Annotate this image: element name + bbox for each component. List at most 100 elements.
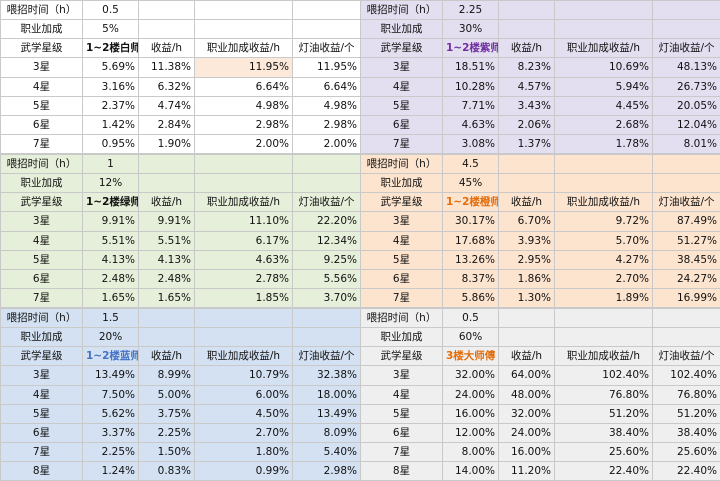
rate-cell[interactable]: 5.51% (83, 231, 139, 250)
income-cell[interactable]: 1.50% (139, 442, 195, 461)
oil-income-cell[interactable]: 4.98% (293, 96, 361, 115)
bonus-value[interactable]: 20% (83, 328, 139, 347)
star-level[interactable]: 3星 (1, 366, 83, 385)
bonus-income-cell[interactable]: 2.00% (195, 134, 293, 153)
empty-cell[interactable] (293, 328, 361, 347)
bonus-income-cell[interactable]: 11.95% (195, 58, 293, 77)
income-cell[interactable]: 6.70% (499, 212, 555, 231)
empty-cell[interactable] (195, 328, 293, 347)
bonus-value[interactable]: 5% (83, 20, 139, 39)
bonus-income-cell[interactable]: 1.85% (195, 288, 293, 307)
bonus-label[interactable]: 职业加成 (361, 174, 443, 193)
income-cell[interactable]: 11.20% (499, 462, 555, 481)
star-level[interactable]: 8星 (361, 462, 443, 481)
oil-income-cell[interactable]: 26.73% (653, 77, 720, 96)
star-level[interactable]: 7星 (361, 442, 443, 461)
income-cell[interactable]: 24.00% (499, 423, 555, 442)
rate-cell[interactable]: 12.00% (443, 423, 499, 442)
income-header[interactable]: 收益/h (499, 39, 555, 58)
bonus-income-cell[interactable]: 10.69% (555, 58, 653, 77)
empty-cell[interactable] (139, 1, 195, 20)
star-level[interactable]: 6星 (1, 269, 83, 288)
income-header[interactable]: 收益/h (139, 39, 195, 58)
rate-cell[interactable]: 10.28% (443, 77, 499, 96)
time-value[interactable]: 0.5 (83, 1, 139, 20)
bonus-value[interactable]: 30% (443, 20, 499, 39)
level-header[interactable]: 武学星级 (1, 39, 83, 58)
empty-cell[interactable] (653, 20, 720, 39)
rate-cell[interactable]: 24.00% (443, 385, 499, 404)
oil-income-cell[interactable]: 2.00% (293, 134, 361, 153)
star-level[interactable]: 6星 (1, 423, 83, 442)
bonus-income-cell[interactable]: 2.78% (195, 269, 293, 288)
income-cell[interactable]: 8.99% (139, 366, 195, 385)
bonus-income-cell[interactable]: 11.10% (195, 212, 293, 231)
rate-cell[interactable]: 13.26% (443, 250, 499, 269)
star-level[interactable]: 3星 (1, 58, 83, 77)
empty-cell[interactable] (139, 174, 195, 193)
income-cell[interactable]: 8.23% (499, 58, 555, 77)
oil-income-cell[interactable]: 18.00% (293, 385, 361, 404)
star-level[interactable]: 8星 (1, 462, 83, 481)
rate-cell[interactable]: 4.63% (443, 115, 499, 134)
oil-income-cell[interactable]: 48.13% (653, 58, 720, 77)
bonus-income-cell[interactable]: 1.89% (555, 288, 653, 307)
rate-cell[interactable]: 9.91% (83, 212, 139, 231)
bonus-value[interactable]: 12% (83, 174, 139, 193)
empty-cell[interactable] (293, 309, 361, 328)
empty-cell[interactable] (195, 174, 293, 193)
rate-cell[interactable]: 3.16% (83, 77, 139, 96)
income-cell[interactable]: 0.83% (139, 462, 195, 481)
oil-income-cell[interactable]: 13.49% (293, 404, 361, 423)
bonus-label[interactable]: 职业加成 (361, 20, 443, 39)
oil-income-header[interactable]: 灯油收益/个 (293, 347, 361, 366)
bonus-income-cell[interactable]: 5.70% (555, 231, 653, 250)
rate-cell[interactable]: 5.62% (83, 404, 139, 423)
income-cell[interactable]: 2.48% (139, 269, 195, 288)
empty-cell[interactable] (195, 1, 293, 20)
level-header[interactable]: 武学星级 (361, 347, 443, 366)
bonus-income-cell[interactable]: 6.17% (195, 231, 293, 250)
empty-cell[interactable] (293, 155, 361, 174)
oil-income-cell[interactable]: 3.70% (293, 288, 361, 307)
bonus-income-cell[interactable]: 76.80% (555, 385, 653, 404)
rate-cell[interactable]: 2.25% (83, 442, 139, 461)
level-header[interactable]: 武学星级 (1, 347, 83, 366)
empty-cell[interactable] (195, 309, 293, 328)
time-label[interactable]: 喂招时间（h） (1, 155, 83, 174)
oil-income-cell[interactable]: 8.01% (653, 134, 720, 153)
master-name[interactable]: 3楼大师傅 (443, 347, 499, 366)
bonus-income-header[interactable]: 职业加成收益/h (195, 39, 293, 58)
star-level[interactable]: 4星 (1, 231, 83, 250)
income-cell[interactable]: 1.86% (499, 269, 555, 288)
star-level[interactable]: 7星 (1, 134, 83, 153)
rate-cell[interactable]: 30.17% (443, 212, 499, 231)
bonus-income-cell[interactable]: 5.94% (555, 77, 653, 96)
bonus-value[interactable]: 60% (443, 328, 499, 347)
empty-cell[interactable] (293, 1, 361, 20)
rate-cell[interactable]: 1.65% (83, 288, 139, 307)
bonus-income-header[interactable]: 职业加成收益/h (195, 347, 293, 366)
star-level[interactable]: 7星 (1, 288, 83, 307)
empty-cell[interactable] (139, 20, 195, 39)
master-name[interactable]: 1~2楼蓝师傅 (83, 347, 139, 366)
empty-cell[interactable] (555, 155, 653, 174)
bonus-label[interactable]: 职业加成 (1, 174, 83, 193)
oil-income-cell[interactable]: 20.05% (653, 96, 720, 115)
income-header[interactable]: 收益/h (499, 193, 555, 212)
rate-cell[interactable]: 2.48% (83, 269, 139, 288)
income-cell[interactable]: 1.65% (139, 288, 195, 307)
star-level[interactable]: 3星 (361, 58, 443, 77)
time-value[interactable]: 0.5 (443, 309, 499, 328)
oil-income-cell[interactable]: 2.98% (293, 462, 361, 481)
bonus-label[interactable]: 职业加成 (1, 328, 83, 347)
rate-cell[interactable]: 1.42% (83, 115, 139, 134)
income-cell[interactable]: 6.32% (139, 77, 195, 96)
bonus-value[interactable]: 45% (443, 174, 499, 193)
star-level[interactable]: 7星 (361, 134, 443, 153)
bonus-income-header[interactable]: 职业加成收益/h (555, 39, 653, 58)
star-level[interactable]: 6星 (1, 115, 83, 134)
oil-income-cell[interactable]: 76.80% (653, 385, 720, 404)
star-level[interactable]: 4星 (361, 385, 443, 404)
bonus-income-header[interactable]: 职业加成收益/h (555, 347, 653, 366)
